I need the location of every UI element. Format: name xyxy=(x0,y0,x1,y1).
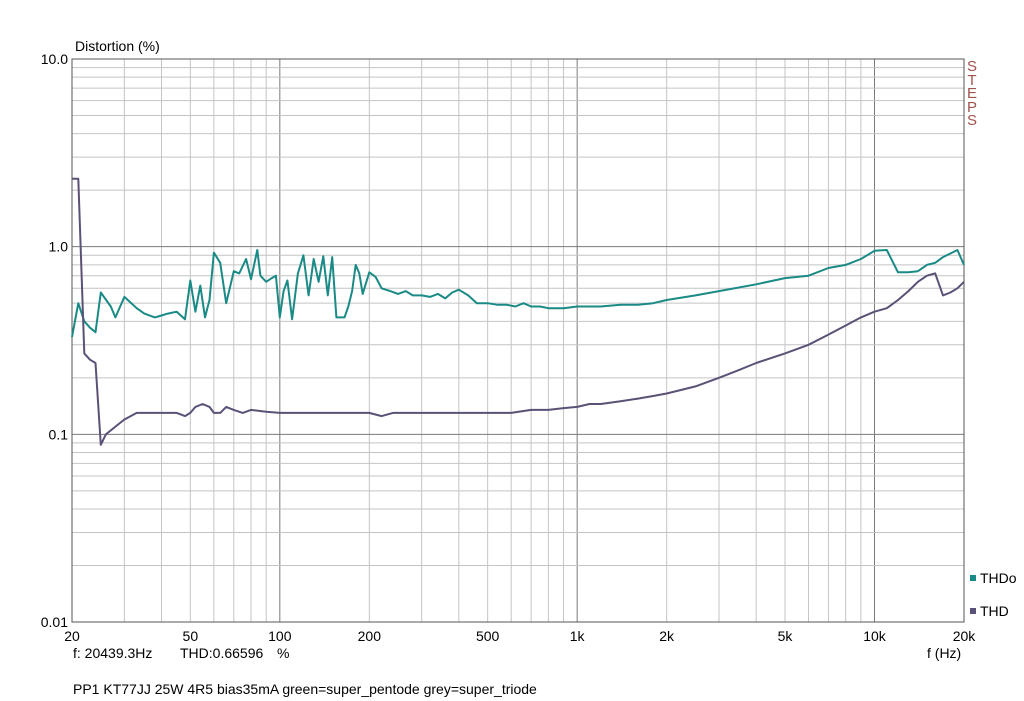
plot-area xyxy=(72,59,964,622)
frequency-readout: f: 20439.3Hz xyxy=(73,645,153,661)
series-line-thdo xyxy=(71,249,965,338)
x-tick-label: 5k xyxy=(778,628,794,644)
legend-swatch-thd xyxy=(970,608,976,614)
series-line-thd xyxy=(72,177,965,446)
thd-unit: % xyxy=(277,645,290,661)
legend-label-thdo: THDo xyxy=(980,570,1017,586)
thd-readout: THD:0.66596 xyxy=(180,645,264,661)
y-tick-label: 0.01 xyxy=(41,614,68,630)
x-tick-label: 500 xyxy=(476,628,500,644)
x-tick-label: 10k xyxy=(863,628,887,644)
x-axis-title: f (Hz) xyxy=(927,645,962,661)
legend-swatch-thdo xyxy=(970,575,976,581)
y-tick-label: 0.1 xyxy=(49,426,69,442)
x-tick-label: 20k xyxy=(953,628,977,644)
legend-label-thd: THD xyxy=(980,603,1009,619)
x-tick-label: 20 xyxy=(64,628,80,644)
legend-item-thdo: THDo xyxy=(970,570,1017,586)
x-tick-label: 200 xyxy=(358,628,382,644)
y-tick-label: 10.0 xyxy=(41,51,68,67)
x-tick-label: 100 xyxy=(268,628,292,644)
x-tick-label: 2k xyxy=(659,628,675,644)
legend-item-thd: THD xyxy=(970,603,1009,619)
y-axis-title: Distortion (%) xyxy=(75,38,160,54)
plot-frame xyxy=(71,58,965,623)
x-tick-label: 1k xyxy=(570,628,586,644)
y-tick-label: 1.0 xyxy=(49,239,69,255)
caption: PP1 KT77JJ 25W 4R5 bias35mA green=super_… xyxy=(73,681,537,697)
x-tick-label: 50 xyxy=(183,628,199,644)
